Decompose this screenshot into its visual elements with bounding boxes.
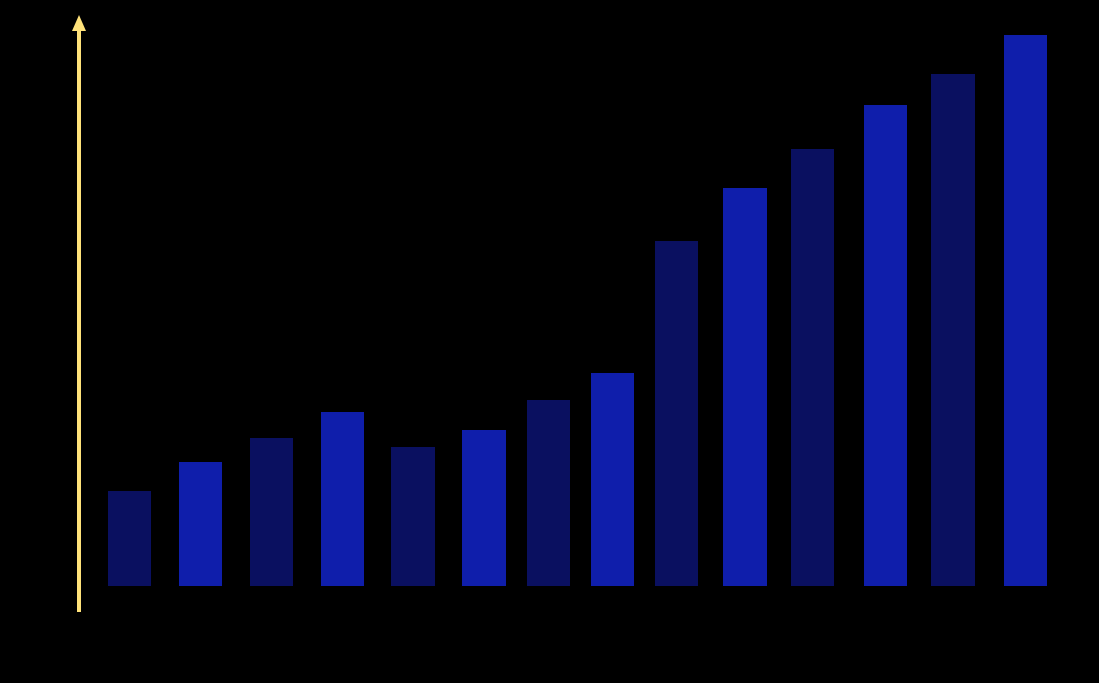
bars-group [108, 35, 1047, 586]
bar-6 [462, 430, 506, 586]
bar-9 [655, 241, 698, 586]
bar-8 [591, 373, 634, 586]
bar-5 [391, 447, 435, 586]
bar-10 [723, 188, 767, 586]
bar-13 [931, 74, 975, 586]
bar-11 [791, 149, 834, 586]
bar-1 [108, 491, 151, 586]
y-axis-arrow-icon [72, 15, 86, 31]
bar-2 [179, 462, 222, 586]
bar-14 [1004, 35, 1047, 586]
bar-4 [321, 412, 364, 586]
bar-7 [527, 400, 570, 586]
bar-3 [250, 438, 293, 586]
bar-12 [864, 105, 907, 586]
